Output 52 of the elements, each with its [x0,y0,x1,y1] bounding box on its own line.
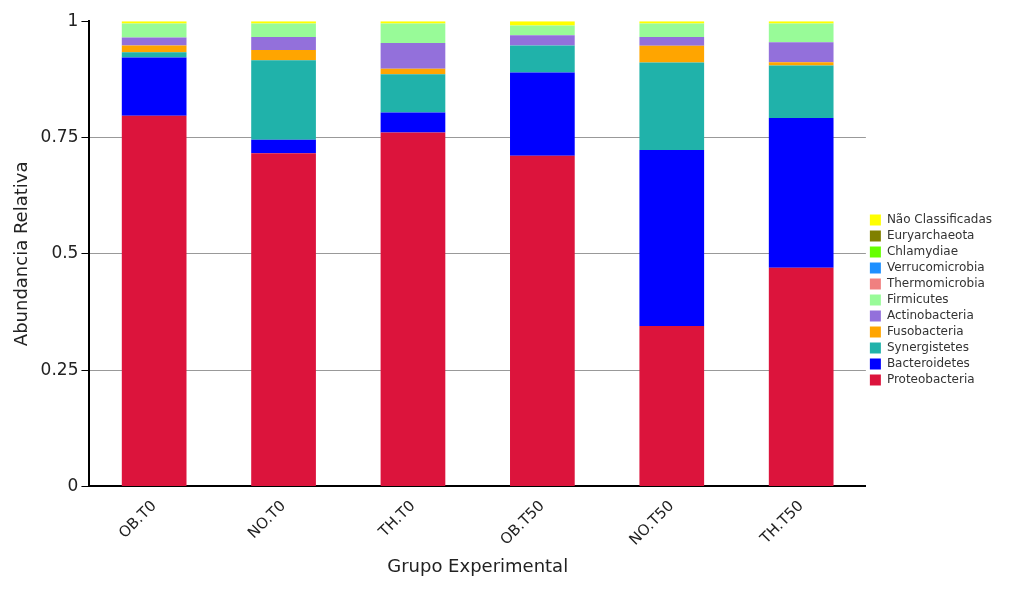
bar [251,153,316,486]
bar [251,50,316,61]
x-axis-title: Grupo Experimental [387,554,569,576]
legend-label: Fusobacteria [886,324,964,339]
bar [121,52,187,58]
bar [380,43,446,69]
bar [639,37,705,46]
bar [510,45,575,73]
bar [380,23,446,44]
bar [251,23,316,38]
legend-label: Não Classificadas [886,212,992,227]
legend-label: Verrucomicrobia [886,260,985,275]
legend-label: Bacteroidetes [886,356,970,371]
bar [121,37,187,46]
bar [510,35,575,46]
bar [121,23,187,38]
bar [639,62,705,151]
bar [251,60,316,140]
bar [510,25,575,36]
bar [639,23,705,38]
bar [639,45,705,63]
bar [380,74,446,113]
legend-label: Chlamydiae [886,244,959,259]
bar [251,139,316,154]
y-tick-label: 0.25 [40,358,79,379]
y-tick-label: 0.5 [51,242,79,263]
y-tick-label: 0.75 [40,125,79,146]
bar [510,72,575,156]
y-tick-label: 0 [67,474,79,495]
bar [768,267,834,486]
bar [768,23,834,43]
legend-label: Synergistetes [886,340,969,355]
bar [639,150,705,326]
bar [121,57,187,116]
bar [121,45,187,53]
bar [768,65,834,118]
bar [121,115,187,486]
y-tick-label: 1 [67,9,79,30]
legend-label: Actinobacteria [886,308,974,323]
legend-label: Firmicutes [886,292,949,307]
legend-label: Thermomicrobia [885,276,985,291]
legend-label: Proteobacteria [886,372,975,387]
bar [251,37,316,51]
bar [510,155,575,486]
bar [380,112,446,133]
bar [768,62,834,66]
bar [380,132,446,486]
y-axis-title: Abundancia Relativa [10,161,32,347]
bar [768,42,834,63]
bar [639,325,705,486]
legend-label: Euryarchaeota [886,228,975,243]
bar [768,117,834,268]
